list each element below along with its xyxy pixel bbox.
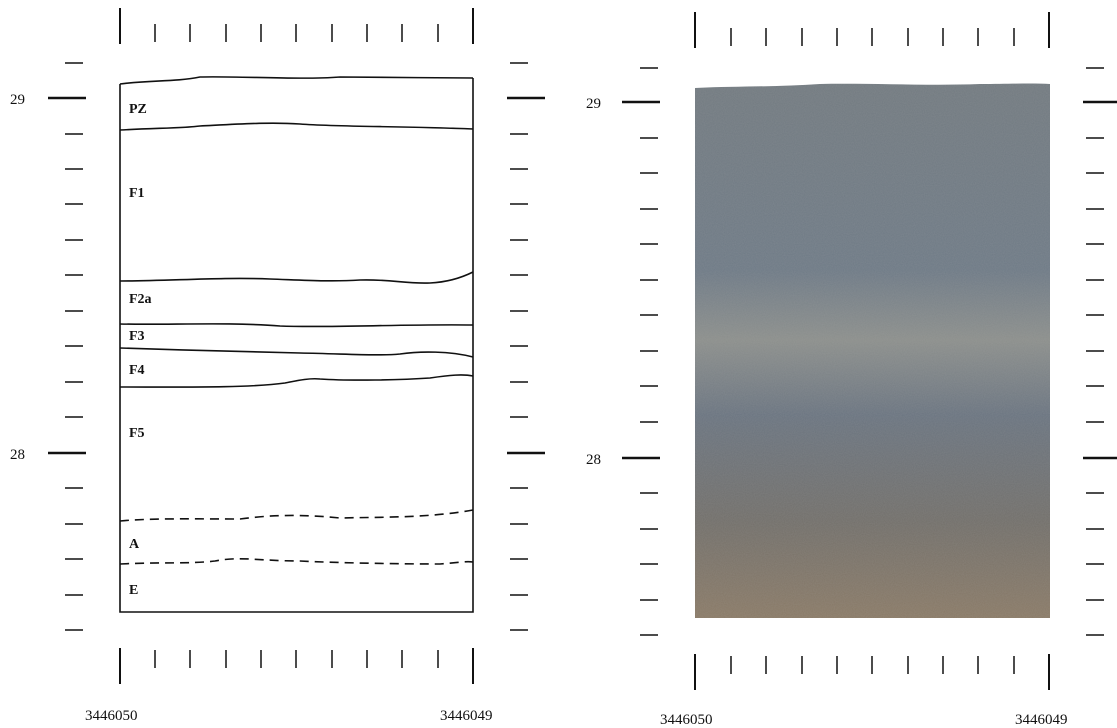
boundary-f3-f4 [119, 347, 474, 358]
unit-labels: PZ F1 F2a F3 F4 F5 A E [129, 102, 152, 598]
right-depth-scale-left [622, 67, 660, 636]
profile-outline [119, 78, 474, 613]
unit-label-a: A [129, 537, 140, 552]
left-depth-label-29: 29 [10, 92, 25, 108]
left-depth-scale-left [48, 62, 86, 631]
boundary-f2a-f3 [119, 323, 474, 328]
left-depth-scale-right [507, 62, 545, 631]
left-panel: 29 28 PZ F1 F2a F3 F4 F5 A E 3446050 344… [10, 8, 545, 724]
left-bottom-scale [119, 648, 474, 684]
soil-photo [695, 83, 1050, 619]
right-x-label-start: 3446050 [660, 712, 713, 728]
left-depth-label-28: 28 [10, 447, 25, 463]
boundary-f1-f2a [119, 271, 474, 284]
right-bottom-scale [694, 654, 1050, 690]
unit-label-f1: F1 [129, 186, 145, 201]
boundary-a-e [119, 557, 474, 565]
surface-boundary [119, 76, 474, 85]
right-depth-label-29: 29 [586, 96, 601, 112]
left-x-label-start: 3446050 [85, 708, 138, 724]
right-top-scale [694, 12, 1050, 48]
soil-photo-grain [695, 83, 1050, 619]
unit-label-f3: F3 [129, 329, 145, 344]
unit-label-pz: PZ [129, 102, 147, 117]
left-top-scale [119, 8, 474, 44]
boundary-f4-f5 [119, 374, 474, 388]
profile-drawing [119, 76, 474, 613]
left-x-label-end: 3446049 [440, 708, 493, 724]
boundary-f5-a [119, 509, 474, 522]
right-depth-scale-right [1083, 67, 1117, 636]
boundary-pz-f1 [119, 122, 474, 131]
right-panel: 29 28 3446050 3446049 [586, 12, 1117, 728]
unit-label-e: E [129, 583, 138, 598]
unit-label-f5: F5 [129, 426, 145, 441]
unit-label-f4: F4 [129, 363, 145, 378]
right-depth-label-28: 28 [586, 452, 601, 468]
unit-label-f2a: F2a [129, 292, 152, 307]
right-x-label-end: 3446049 [1015, 712, 1068, 728]
